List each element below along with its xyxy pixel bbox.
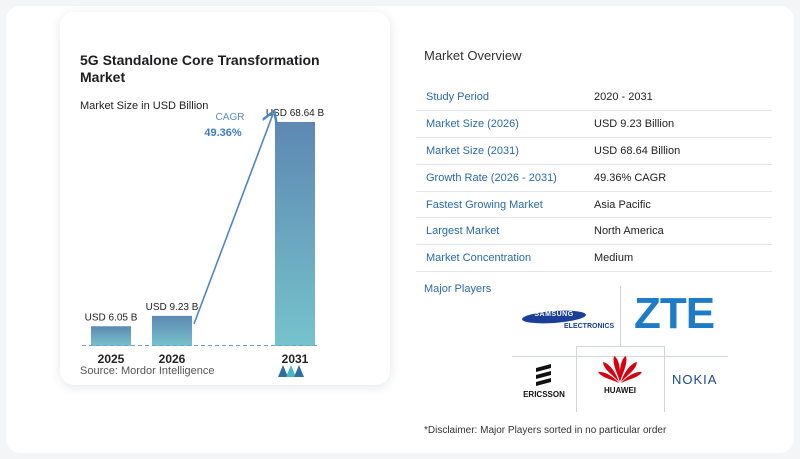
row-value: USD 9.23 Billion: [594, 117, 675, 130]
bar-2031: [275, 122, 315, 346]
zte-logo: ZTE: [634, 289, 715, 338]
bar-2025: [91, 326, 131, 346]
row-label: Growth Rate (2026 - 2031): [426, 171, 557, 184]
bar-2026: [152, 315, 192, 346]
table-row: Market Size (2026) USD 9.23 Billion: [416, 111, 772, 138]
ericsson-logo-text: ERICSSON: [523, 390, 565, 399]
chart-title: 5G Standalone Core Transformation Market: [80, 52, 320, 85]
table-row: Fastest Growing Market Asia Pacific: [416, 192, 772, 219]
samsung-logo: SAMSUNG ELECTRONICS: [520, 308, 616, 334]
ericsson-logo: ERICSSON: [518, 362, 570, 402]
major-players-title: Major Players: [424, 283, 492, 295]
row-value: North America: [594, 225, 664, 238]
divider: [664, 346, 665, 412]
row-value: USD 68.64 Billion: [594, 144, 681, 157]
overview-table: Study Period 2020 - 2031 Market Size (202…: [416, 84, 772, 273]
divider: [576, 346, 577, 412]
samsung-sub-text: ELECTRONICS: [564, 323, 615, 330]
row-label: Study Period: [426, 90, 489, 103]
cagr-label: CAGR: [216, 112, 245, 123]
chart-card: 5G Standalone Core Transformation Market…: [60, 12, 390, 385]
cagr-value: 49.36%: [204, 127, 242, 139]
overview-title: Market Overview: [424, 48, 522, 63]
divider: [576, 346, 664, 347]
mordor-logo-icon: [278, 365, 304, 377]
x-tick-label: 2025: [98, 352, 125, 366]
table-row: Growth Rate (2026 - 2031) 49.36% CAGR: [416, 165, 772, 192]
source-text: Source: Mordor Intelligence: [80, 365, 215, 377]
divider: [512, 356, 728, 357]
nokia-logo: NOKIA: [672, 372, 718, 387]
cagr-arrow: [193, 114, 273, 325]
bar-value-label: USD 6.05 B: [85, 312, 138, 323]
table-row: Study Period 2020 - 2031: [416, 84, 772, 111]
row-label: Largest Market: [426, 225, 500, 238]
row-label: Market Concentration: [426, 252, 532, 265]
disclaimer-text: *Disclaimer: Major Players sorted in no …: [424, 425, 667, 436]
table-row: Largest Market North America: [416, 218, 772, 246]
bar-chart: USD 6.05 B 2025 USD 9.23 B 2026 USD 68.64 B 2…: [82, 108, 325, 366]
chart-subtitle: Market Size in USD Billion: [80, 100, 209, 112]
divider: [620, 286, 621, 346]
samsung-ellipse-icon: [522, 310, 586, 324]
row-value: Asia Pacific: [594, 198, 651, 211]
samsung-logo-text: SAMSUNG: [534, 311, 574, 318]
bar-value-label: USD 68.64 B: [266, 108, 325, 119]
table-row: Market Size (2031) USD 68.64 Billion: [416, 138, 772, 165]
huawei-logo-text: HUAWEI: [604, 386, 636, 395]
row-label: Fastest Growing Market: [426, 198, 543, 211]
bar-value-label: USD 9.23 B: [146, 302, 199, 313]
row-value: 2020 - 2031: [594, 90, 653, 103]
row-label: Market Size (2026): [426, 117, 519, 130]
huawei-petals-icon: [598, 356, 642, 383]
x-tick-label: 2026: [159, 352, 186, 366]
row-value: Medium: [594, 252, 634, 265]
row-label: Market Size (2031): [426, 144, 519, 157]
huawei-logo: HUAWEI: [590, 352, 650, 400]
table-row: Market Concentration Medium: [416, 245, 772, 273]
x-tick-label: 2031: [282, 352, 309, 366]
ericsson-mark-icon: [536, 364, 551, 386]
row-value: 49.36% CAGR: [594, 171, 667, 184]
